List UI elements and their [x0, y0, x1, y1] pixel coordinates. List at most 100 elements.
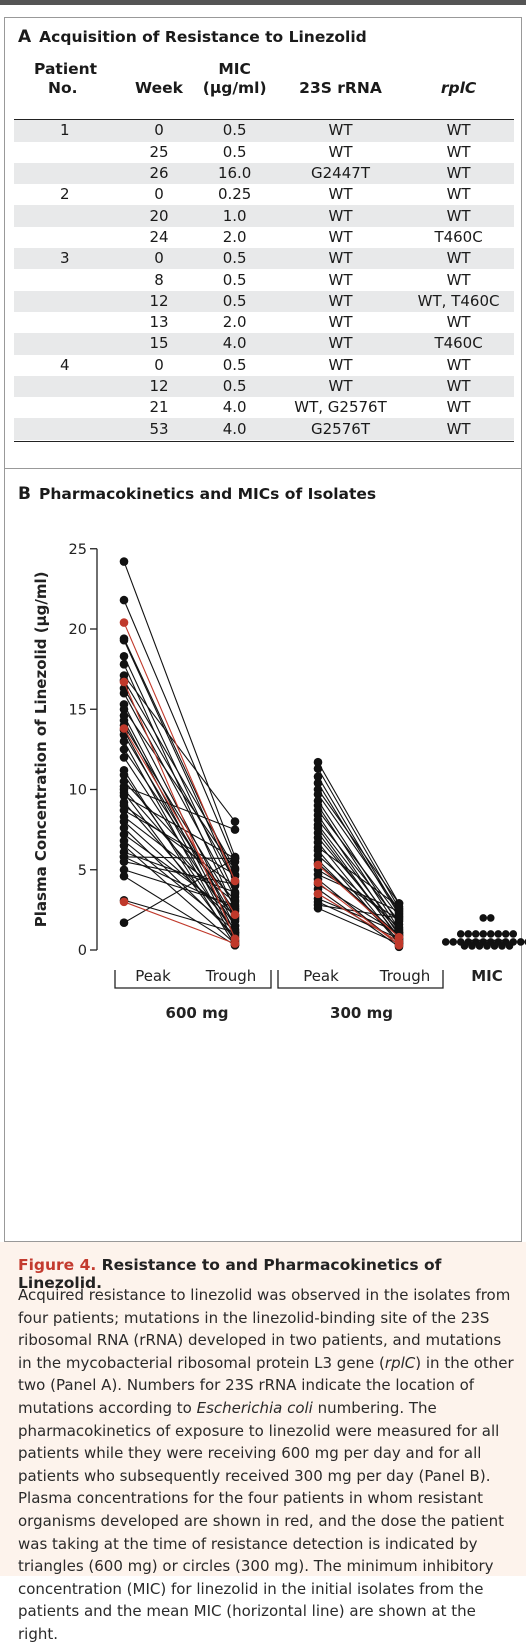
dose-600-peak-point [119, 857, 129, 867]
cell-mic: 0.5 [191, 290, 278, 312]
mic-point [516, 938, 525, 946]
caption-text-1: Acquired resistance to linezolid was obs… [18, 1286, 511, 1372]
dose-600-resistant-line [123, 622, 236, 882]
dose-600-line [123, 827, 236, 936]
cell-mic: 0.5 [222, 142, 247, 161]
cell-23s-rrna: WT [328, 142, 353, 161]
figure-caption: Figure 4. Resistance to and Pharmacokine… [0, 1242, 526, 1643]
figure-title: Resistance to and Pharmacokinetics of Li… [18, 1256, 442, 1292]
dose-300-line [317, 824, 400, 932]
dose-600-line [123, 858, 236, 924]
col-header-week: Week [135, 79, 183, 97]
dose-300-peak-point [313, 790, 323, 799]
dose-600-resistant-peak-point [119, 724, 129, 733]
mic-point [483, 942, 491, 950]
table-row: 2 0 0.25 WT WT [14, 184, 514, 205]
mic-point [494, 930, 503, 938]
caption-text-3: numbering. The pharmacokinetics of expos… [18, 1398, 504, 1643]
dose-600-line [123, 840, 236, 932]
cell-mic: 0.5 [222, 270, 247, 289]
mic-point [441, 938, 450, 946]
dose-600-peak-point [119, 823, 129, 833]
cell-rplc: WT [446, 398, 471, 417]
cell-mic: 0.5 [191, 375, 278, 398]
cell-mic: 1.0 [191, 205, 278, 227]
dose-300-line [317, 789, 400, 904]
dose-600-peak-point [119, 745, 129, 754]
mic-point [479, 914, 488, 922]
dose-300-line [317, 862, 400, 936]
x-category-label: Peak [135, 967, 171, 985]
cell-23s-rrna: WT [328, 270, 353, 289]
dose-300-line [317, 901, 400, 940]
table-row: 53 4.0 G2576T WT [14, 418, 514, 440]
dose-600-resistant-peak-point [119, 897, 129, 907]
dose-600-line [123, 856, 236, 860]
table-row: 12 0.5 WT WT [14, 375, 514, 398]
y-tick-label: 25 [69, 542, 87, 558]
cell-23s-rrna: WT [328, 227, 353, 246]
table-row: 24 2.0 WT T460C [14, 227, 514, 248]
dose-600-line [123, 809, 236, 876]
cell-23s-rrna: WT, G2576T [294, 398, 387, 417]
cell-patient [14, 397, 127, 418]
y-axis-label: Plasma Concentration of Linezolid (μg/ml… [32, 572, 50, 928]
dose-600-line [123, 599, 236, 862]
mic-point [498, 942, 506, 950]
x-category-label: Trough [205, 967, 257, 985]
cell-patient [14, 375, 127, 398]
panel-separator [4, 468, 522, 469]
dose-600-resistant-trough-point [230, 876, 240, 886]
dose-600-line [123, 869, 236, 906]
dose-600-line [123, 861, 236, 885]
dose-600-peak-point [119, 918, 129, 928]
dose-300-line [317, 768, 400, 909]
cell-week: 15 [126, 333, 192, 355]
dose-600-peak-point [119, 688, 129, 698]
dose-300-trough-point [394, 913, 404, 923]
cell-rplc: T460C [434, 227, 483, 246]
dose-600-trough-point [230, 916, 240, 926]
mic-point [460, 942, 469, 950]
dose-600-trough-point [230, 887, 240, 897]
dose-300-line [317, 907, 400, 945]
cell-rplc: WT [446, 185, 471, 204]
resistance-table: Patient No. Week MIC (μg/ml) 23S rRNA rplC… [14, 60, 514, 440]
figure-frame [4, 17, 522, 1242]
dose-300-line [317, 837, 400, 933]
mic-point [509, 930, 518, 938]
dose-300-peak-point [313, 764, 323, 773]
cell-23s-rrna: WT [277, 375, 404, 398]
cell-23s-rrna: WT [328, 313, 353, 332]
dose-600-trough-point [230, 854, 240, 863]
mic-point [449, 938, 458, 946]
cell-rplc: WT [403, 248, 514, 270]
dose-600-line [123, 805, 236, 887]
dose-300-line [317, 819, 400, 922]
cell-mic: 2.0 [222, 313, 247, 332]
cell-rplc: WT [403, 162, 514, 185]
col-header-23s-rrna: 23S rRNA [299, 79, 382, 97]
mic-point [471, 930, 480, 938]
table-row: 25 0.5 WT WT [14, 142, 514, 163]
table-body: 1 0 0.5 WT WT 25 0.5 WT WT 26 16.0 G2447T WT 2 0 0.25 WT… [14, 119, 514, 440]
panel-b-letter: B [18, 484, 31, 504]
mic-point [490, 942, 499, 950]
panel-a-title-text: Acquisition of Resistance to Linezolid [39, 28, 367, 46]
cell-rplc: WT [446, 355, 471, 374]
mic-point [501, 930, 510, 938]
dose-600-peak-point [119, 841, 129, 850]
dose-600-line [123, 688, 236, 882]
table-row: 20 1.0 WT WT [14, 205, 514, 227]
cell-week: 0 [154, 355, 164, 374]
dose-300-resistant-peak-point [313, 889, 323, 899]
cell-rplc: WT [446, 270, 471, 289]
dose-300-line [317, 846, 400, 908]
dose-600-peak-point [119, 791, 129, 801]
dose-600-trough-point [230, 817, 240, 826]
y-tick-label: 0 [78, 943, 87, 959]
cell-rplc: WT [403, 205, 514, 227]
dose-600-line [123, 833, 236, 916]
dose-600-line [123, 729, 236, 938]
cell-patient [14, 227, 127, 248]
